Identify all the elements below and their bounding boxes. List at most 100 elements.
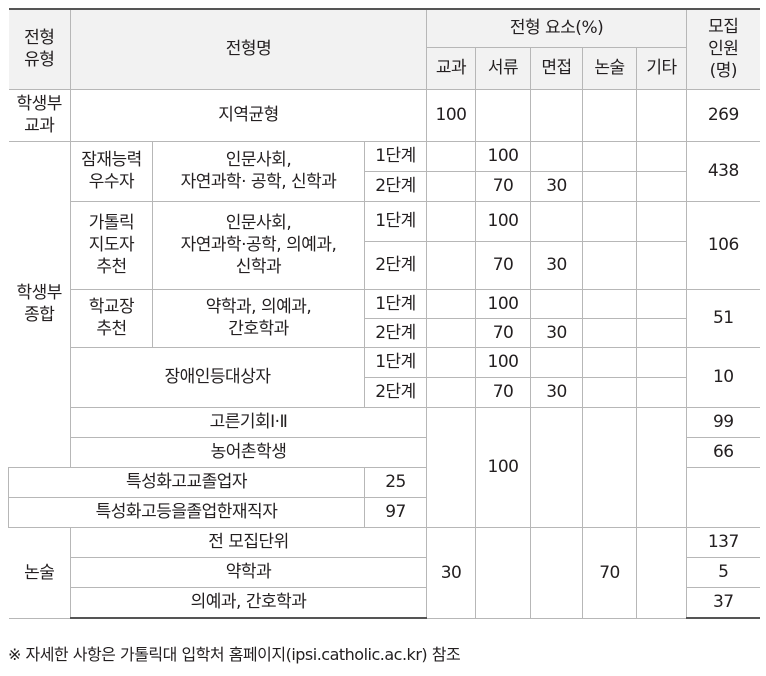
cell-nonsul [582,140,638,172]
admission-table-container: 전형 유형 전형명 전형 요소(%) 모집 인원 (명) 교과 서류 면접 논술… [8,8,760,619]
header-gyogwa: 교과 [426,46,477,90]
cell-nonsul: 70 [582,526,638,619]
admission-table: 전형 유형 전형명 전형 요소(%) 모집 인원 (명) 교과 서류 면접 논술… [8,8,760,619]
stage-2: 2단계 [363,170,428,202]
cell-myeonjeop [530,288,584,319]
cell-gita [636,288,688,319]
header-nonsul: 논술 [582,46,638,90]
table-row: 특성화고등을졸업한재직자 97 [8,496,760,528]
cell-seoryu: 100 [475,406,532,528]
cell-seoryu: 70 [475,170,532,202]
cell-myeonjeop [530,140,584,172]
cell-nonsul [582,240,638,290]
row-name: 장애인등대상자 [70,346,365,408]
cell-gyogwa [426,406,477,528]
cell-gyogwa: 30 [426,526,477,619]
cat-school: 학교장 추천 [70,288,153,348]
cell-count: 438 [686,140,760,202]
cell-seoryu [475,526,532,619]
table-row: 의예과, 간호학과 37 [9,586,760,619]
stage-2: 2단계 [363,317,428,348]
cell-myeonjeop [530,88,584,142]
type-gyogwa: 학생부 교과 [8,88,71,142]
cat-catholic: 가톨릭 지도자 추천 [70,200,153,290]
table-row: 가톨릭 지도자 추천 인문사회, 자연과학·공학, 의예과, 신학과 1단계 1… [9,200,760,290]
cell-myeonjeop [530,200,584,242]
cell-nonsul [582,406,638,528]
cell-gyogwa [426,376,477,408]
cell-seoryu: 70 [475,317,532,348]
cell-myeonjeop: 30 [530,170,584,202]
cell-myeonjeop: 30 [530,376,584,408]
cell-myeonjeop [530,346,584,378]
cell-seoryu: 70 [475,240,532,290]
cell-seoryu: 100 [475,200,532,242]
cell-gita [636,88,688,142]
table-row: 학교장 추천 약학과, 의예과, 간호학과 1단계 100 51 [9,288,760,348]
type-jonghap: 학생부 종합 [8,140,71,468]
row-name: 의예과, 간호학과 [69,586,428,619]
cell-gyogwa [426,288,477,319]
cell-count: 99 [686,406,760,438]
cell-count: 10 [686,346,760,408]
cell-gyogwa [426,240,477,290]
table-row: 논술 전 모집단위 30 70 137 [8,526,760,619]
cell-count: 25 [363,466,427,498]
cell-seoryu: 100 [475,140,532,172]
cell-nonsul [582,170,638,202]
cell-gyogwa [426,200,477,242]
row-name: 농어촌학생 [69,436,428,468]
cell-gita [636,346,688,378]
stage-2: 2단계 [363,376,428,408]
cell-gyogwa [426,346,477,378]
stage-2: 2단계 [363,240,428,290]
stage-1: 1단계 [363,200,428,242]
row-name: 지역균형 [69,88,428,142]
row-name: 약학과, 의예과, 간호학과 [152,288,365,348]
cell-count: 37 [686,586,760,619]
header-count: 모집 인원 (명) [686,8,760,90]
cell-gyogwa: 100 [426,88,477,142]
cell-gyogwa [426,170,477,202]
table-row: 농어촌학생 66 [9,436,760,468]
cell-nonsul [582,88,638,142]
cell-myeonjeop [530,406,584,528]
cell-gyogwa [426,317,477,348]
cell-gita [636,376,688,408]
cell-seoryu: 70 [475,376,532,408]
stage-1: 1단계 [363,140,428,172]
row-name: 고른기회Ⅰ·Ⅱ [69,406,428,438]
cell-nonsul [582,346,638,378]
stage-1: 1단계 [363,288,428,319]
cell-count: 137 [686,526,760,558]
stage-1: 1단계 [363,346,428,378]
row-name: 인문사회, 자연과학· 공학, 신학과 [152,140,365,202]
header-name: 전형명 [69,8,428,90]
cell-gita [636,526,688,619]
table-row: 학생부 교과 지역균형 100 269 [8,88,760,142]
table-row: 장애인등대상자 1단계 100 10 [9,346,760,408]
cell-seoryu: 100 [475,288,532,319]
row-name: 인문사회, 자연과학·공학, 의예과, 신학과 [152,200,365,290]
cell-nonsul [582,288,638,319]
table-row: 학생부 종합 잠재능력 우수자 인문사회, 자연과학· 공학, 신학과 1단계 … [8,140,760,468]
cell-seoryu [475,88,532,142]
footnote: ※ 자세한 사항은 가톨릭대 입학처 홈페이지(ipsi.catholic.ac… [8,645,461,664]
cell-nonsul [582,317,638,348]
cell-seoryu: 100 [475,346,532,378]
header-elements: 전형 요소(%) [426,8,688,48]
cell-gita [636,140,688,172]
table-row: 2단계 70 30 [9,376,760,408]
cell-gita [636,406,688,528]
cell-count: 66 [686,436,760,468]
row-name: 특성화고등을졸업한재직자 [8,496,365,528]
cell-count: 269 [686,88,760,142]
cell-myeonjeop [530,526,584,619]
table-row: 2단계 70 30 [9,317,760,348]
table-row: 고른기회Ⅰ·Ⅱ 100 99 [9,406,760,528]
cell-myeonjeop: 30 [530,240,584,290]
row-name: 전 모집단위 [69,526,428,558]
cell-nonsul [582,200,638,242]
cell-count: 106 [686,200,760,290]
cell-gita [636,240,688,290]
